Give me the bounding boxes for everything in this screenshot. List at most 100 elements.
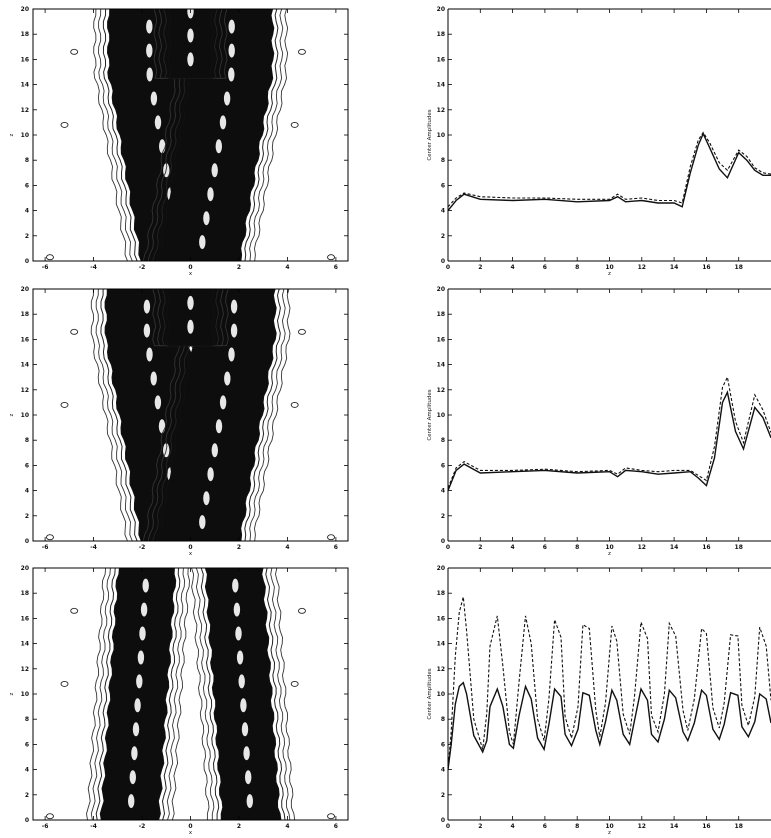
x-tick-label: 2: [478, 544, 482, 551]
y-tick-label: 10: [437, 132, 445, 139]
contour-level-2-4: [156, 9, 275, 261]
contour-level-3-4: [167, 9, 214, 79]
contour-core-peak: [150, 91, 158, 106]
contour-core-peak: [146, 347, 153, 362]
x-tick-label: -2: [139, 264, 146, 271]
x-tick-label: 18: [735, 823, 743, 830]
contour-panel-1: -6 -4 -2 0 2 4 6 0 2 4 6 8 10 12 14 16 18 20 x z: [9, 6, 349, 277]
y-tick-label: 14: [437, 362, 445, 369]
contour-level-2-1: [191, 568, 296, 820]
contour-core-peak: [159, 139, 166, 154]
x-tick-label: 6: [543, 544, 547, 551]
x-tick-label: 12: [638, 264, 646, 271]
x-tick-label: -6: [42, 823, 49, 830]
contour-core-peak: [215, 419, 223, 434]
contour-core-peak: [207, 187, 214, 202]
contour-field: [46, 568, 335, 820]
y-tick-label: 20: [21, 6, 29, 13]
contour-core-peak: [243, 746, 250, 761]
contour-core-peak: [232, 578, 239, 593]
y-tick-label: 4: [25, 488, 29, 495]
y-tick-label: 2: [25, 792, 29, 799]
contour-core-peak: [154, 115, 162, 130]
series-group: [448, 131, 771, 212]
y-tick-label: 12: [21, 666, 29, 673]
y-tick-label: 8: [441, 437, 445, 444]
y-tick-label: 10: [437, 691, 445, 698]
y-tick-label: 18: [21, 31, 29, 38]
x-tick-label: 12: [638, 544, 646, 551]
y-tick-label: 4: [25, 767, 29, 774]
x-tick-label: 6: [543, 264, 547, 271]
y-tick-label: 12: [437, 387, 445, 394]
contour-core-peak: [158, 419, 166, 434]
y-tick-label: 12: [437, 107, 445, 114]
x-tick-label: 2: [478, 264, 482, 271]
y-tick-label: 16: [437, 56, 445, 63]
x-tick-label: -4: [90, 544, 97, 551]
y-tick-label: 0: [441, 817, 445, 824]
y-tick-label: 20: [437, 286, 445, 293]
x-tick-label: 6: [543, 823, 547, 830]
contour-core-peak: [233, 602, 241, 617]
contour-core-peak: [224, 371, 231, 386]
axes-frame: [32, 567, 349, 821]
contour-core-peak: [187, 28, 194, 43]
y-tick-label: 2: [25, 513, 29, 520]
stray-contour: [327, 534, 335, 541]
series-solid-line: [448, 390, 771, 491]
x-tick-label: 10: [605, 264, 613, 271]
contour-core-peak: [199, 235, 206, 250]
x-tick-label: 10: [605, 823, 613, 830]
x-tick-label: 6: [334, 544, 338, 551]
stray-contour: [46, 254, 54, 261]
contour-core-peak: [137, 650, 145, 665]
y-tick-label: 2: [441, 792, 445, 799]
y-axis-label: z: [9, 413, 15, 416]
contour-core-peak: [128, 794, 135, 809]
contour-panel-3: -6 -4 -2 0 2 4 6 0 2 4 6 8 10 12 14 16 18 20 x z: [9, 565, 349, 836]
contour-core-peak: [240, 698, 247, 713]
contour-core-peak: [132, 722, 140, 737]
contour-core-peak: [203, 491, 210, 506]
stray-contour: [298, 48, 306, 55]
x-tick-label: 14: [670, 544, 678, 551]
contour-core-peak: [203, 211, 210, 226]
x-tick-label: 8: [575, 264, 579, 271]
contour-level-3-1: [153, 9, 228, 79]
contour-core-peak: [187, 295, 194, 310]
x-tick-label: 16: [702, 823, 710, 830]
y-tick-label: 14: [437, 641, 445, 648]
series-solid-line: [448, 681, 771, 770]
y-tick-label: 16: [437, 336, 445, 343]
y-tick-label: 20: [21, 286, 29, 293]
x-tick-label: -4: [90, 264, 97, 271]
contour-level-1-2: [90, 568, 186, 820]
x-tick-label: 18: [735, 264, 743, 271]
y-tick-label: 8: [25, 437, 29, 444]
contour-core-peak: [228, 67, 235, 82]
y-tick-label: 10: [21, 412, 29, 419]
contour-core-peak: [219, 395, 227, 410]
line-chart-2: 0 2 4 6 8 10 12 14 16 18 0 2 4 6 8 10 12 14 16 18 20 z Center …: [427, 286, 771, 557]
y-tick-label: 8: [441, 716, 445, 723]
y-axis-label: Center Amplitudes: [427, 389, 433, 440]
line-chart-3: 0 2 4 6 8 10 12 14 16 18 0 2 4 6 8 10 12 14 16 18 20 z Center …: [427, 565, 771, 836]
contour-core-peak: [223, 91, 231, 106]
y-tick-label: 16: [21, 56, 29, 63]
contour-level-2-3: [152, 289, 281, 541]
contour-core-peak: [211, 443, 218, 458]
x-axis-label: x: [189, 271, 193, 277]
stray-contour: [327, 813, 335, 820]
y-tick-label: 4: [441, 767, 445, 774]
contour-core-peak: [146, 19, 153, 34]
contour-field: [46, 9, 335, 261]
y-tick-label: 6: [25, 182, 29, 189]
contour-core-peak: [187, 319, 194, 334]
stray-contour: [70, 328, 79, 335]
series-solid-line: [448, 131, 771, 212]
contour-level-3-2: [158, 9, 223, 79]
contour-core-peak: [241, 722, 249, 737]
y-tick-label: 16: [21, 615, 29, 622]
x-tick-label: -2: [139, 823, 146, 830]
